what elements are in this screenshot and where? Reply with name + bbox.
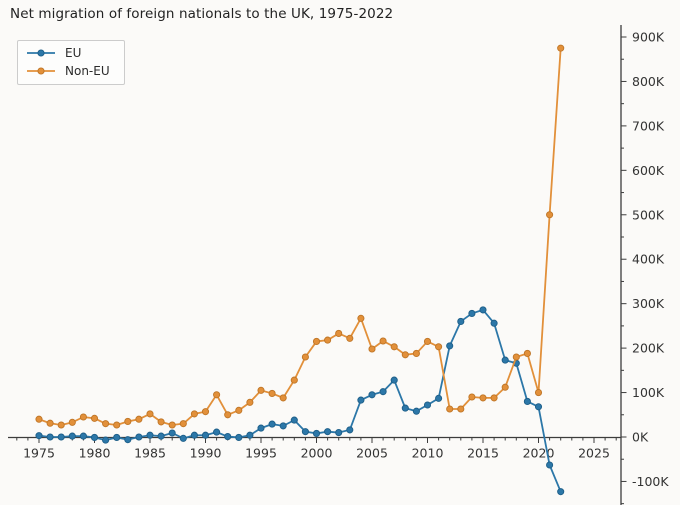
svg-text:1985: 1985 [134, 446, 166, 461]
svg-text:600K: 600K [632, 163, 665, 178]
legend-label-non-eu: Non-EU [65, 64, 110, 78]
svg-text:1975: 1975 [23, 446, 55, 461]
svg-text:-100K: -100K [632, 474, 669, 489]
svg-text:500K: 500K [632, 207, 665, 222]
svg-text:100K: 100K [632, 385, 665, 400]
svg-text:2000: 2000 [301, 446, 333, 461]
svg-text:0K: 0K [632, 430, 649, 445]
svg-text:1990: 1990 [190, 446, 222, 461]
legend-item-non-eu: Non-EU [26, 64, 110, 78]
svg-text:300K: 300K [632, 296, 665, 311]
legend-item-eu: EU [26, 46, 110, 60]
svg-text:2020: 2020 [523, 446, 555, 461]
svg-text:200K: 200K [632, 341, 665, 356]
svg-text:2025: 2025 [578, 446, 610, 461]
svg-text:1980: 1980 [79, 446, 111, 461]
svg-text:2015: 2015 [467, 446, 499, 461]
svg-text:2010: 2010 [412, 446, 444, 461]
legend-label-eu: EU [65, 46, 82, 60]
svg-text:900K: 900K [632, 30, 665, 45]
legend-marker [27, 67, 55, 75]
legend: EU Non-EU [17, 40, 125, 85]
legend-marker [27, 49, 55, 57]
svg-text:1995: 1995 [245, 446, 277, 461]
svg-text:2005: 2005 [356, 446, 388, 461]
svg-text:700K: 700K [632, 118, 665, 133]
svg-text:400K: 400K [632, 252, 665, 267]
chart-title: Net migration of foreign nationals to th… [10, 6, 394, 22]
svg-text:800K: 800K [632, 74, 665, 89]
